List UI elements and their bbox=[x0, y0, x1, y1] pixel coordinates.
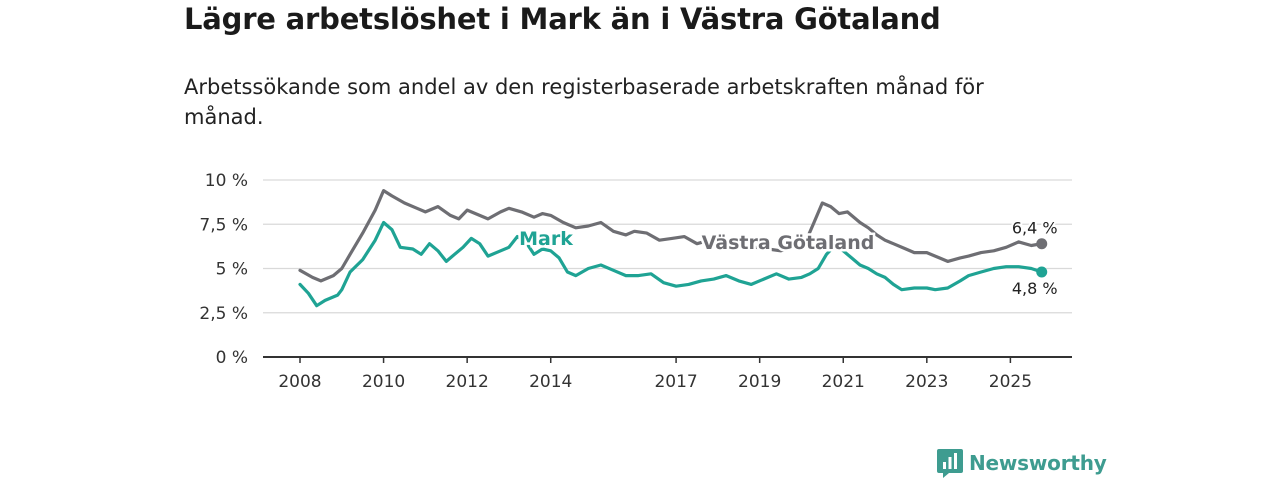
series-labels: Västra Götaland Mark 6,4 % 4,8 % bbox=[517, 217, 1060, 300]
mark-line-end-point bbox=[1036, 266, 1048, 278]
line-chart: 0 % 2,5 % 5 % 7,5 % 10 % 2008 2010 2012 2014 201… bbox=[199, 171, 1072, 392]
y-tick-label: 10 % bbox=[205, 171, 248, 191]
y-tick-label: 2,5 % bbox=[199, 304, 248, 324]
y-tick-label: 0 % bbox=[216, 348, 248, 368]
mark-line bbox=[298, 220, 1044, 308]
x-tick-label: 2021 bbox=[822, 372, 865, 392]
chart-title: Lägre arbetslöshet i Mark än i Västra Gö… bbox=[184, 2, 941, 36]
x-tick-label: 2017 bbox=[654, 372, 697, 392]
newsworthy-logo-icon bbox=[937, 449, 963, 478]
series-lines bbox=[298, 189, 1048, 308]
vg-line bbox=[298, 189, 1044, 283]
brand-name: Newsworthy bbox=[969, 451, 1107, 475]
mark-end-label: 4,8 % bbox=[1012, 279, 1058, 298]
y-tick-label: 5 % bbox=[216, 260, 248, 280]
grid-lines bbox=[263, 179, 1072, 314]
chart-subtitle: Arbetssökande som andel av den registerb… bbox=[184, 75, 984, 129]
x-tick-label: 2008 bbox=[278, 372, 321, 392]
x-tick-label: 2014 bbox=[529, 372, 572, 392]
x-tick-label: 2010 bbox=[362, 372, 405, 392]
newsworthy-brand: Newsworthy bbox=[937, 448, 1107, 478]
x-tick-label: 2025 bbox=[989, 372, 1032, 392]
y-axis-ticks: 0 % 2,5 % 5 % 7,5 % 10 % bbox=[199, 171, 248, 368]
vg-series-label: Västra Götaland bbox=[702, 232, 875, 254]
mark-series-label: Mark bbox=[519, 228, 573, 250]
x-tick-label: 2019 bbox=[738, 372, 781, 392]
y-tick-label: 7,5 % bbox=[199, 215, 248, 235]
vg-end-label: 6,4 % bbox=[1012, 219, 1058, 238]
vg-line-end-point bbox=[1036, 238, 1048, 250]
x-tick-label: 2023 bbox=[905, 372, 948, 392]
x-tick-label: 2012 bbox=[446, 372, 489, 392]
x-axis: 2008 2010 2012 2014 2017 2019 2021 2023 2025 bbox=[263, 356, 1072, 392]
